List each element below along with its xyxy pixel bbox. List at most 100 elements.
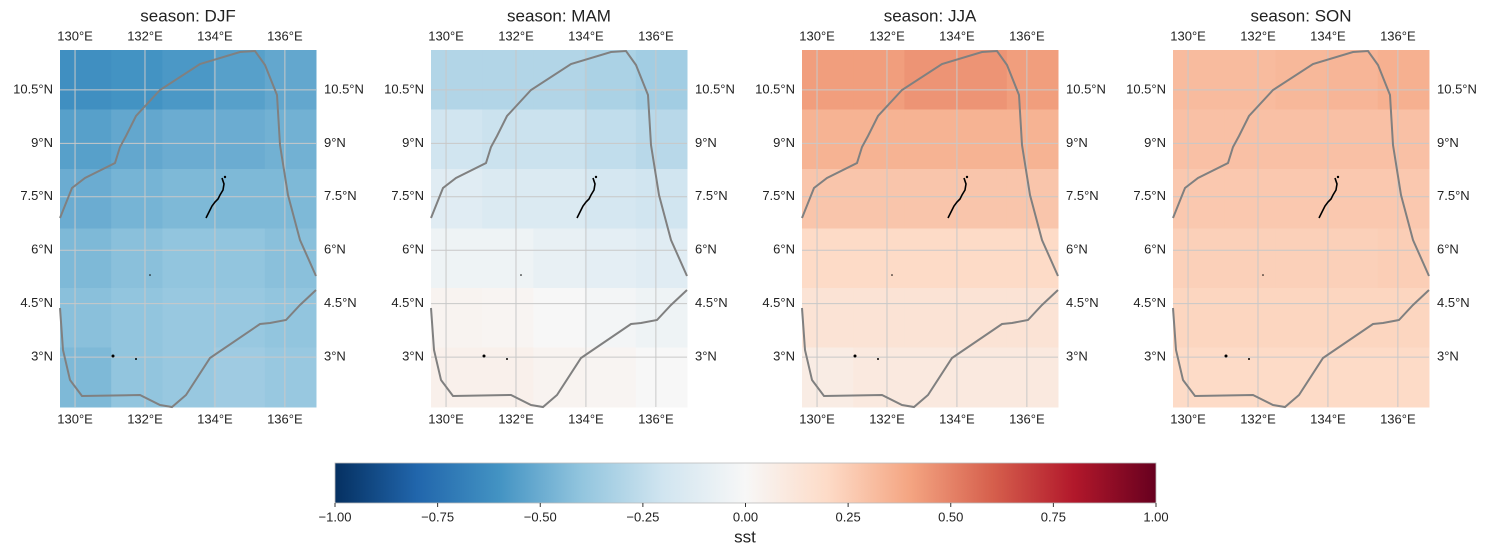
- colorbar-tick-label: 0.25: [835, 509, 860, 524]
- heat-cell: [1006, 50, 1059, 110]
- x-tick-label: 130°E: [57, 28, 93, 43]
- colorbar-tick-label: −0.75: [421, 509, 454, 524]
- heat-cell: [111, 228, 163, 289]
- heat-cell: [111, 347, 163, 408]
- heat-cell: [162, 347, 215, 408]
- x-tick-label: 134°E: [197, 28, 233, 43]
- y-tick-label: 10.5°N: [384, 81, 424, 96]
- y-tick-label: 7.5°N: [391, 188, 424, 203]
- heat-cell: [1224, 169, 1276, 229]
- heat-cell: [904, 169, 957, 229]
- y-tick-label: 9°N: [1437, 135, 1459, 150]
- heat-cell: [1377, 109, 1430, 170]
- y-tick-label: 3°N: [1144, 349, 1166, 364]
- panel-title: season: DJF: [140, 6, 235, 25]
- y-tick-label: 4.5°N: [1437, 295, 1470, 310]
- colorbar-label: sst: [734, 527, 756, 546]
- y-tick-label: 7.5°N: [1437, 188, 1470, 203]
- heat-cell: [584, 228, 637, 289]
- x-tick-label: 130°E: [428, 411, 464, 426]
- y-tick-label: 3°N: [324, 349, 346, 364]
- y-tick-label: 7.5°N: [20, 188, 53, 203]
- heat-cell: [1275, 347, 1328, 408]
- x-tick-label: 136°E: [267, 411, 303, 426]
- y-tick-label: 7.5°N: [324, 188, 357, 203]
- heat-cell: [60, 228, 112, 289]
- colorbar-tick-label: 1.00: [1143, 509, 1168, 524]
- y-tick-label: 10.5°N: [1066, 81, 1106, 96]
- heat-cell: [853, 109, 905, 170]
- x-tick-label: 134°E: [568, 411, 604, 426]
- x-tick-label: 132°E: [127, 28, 163, 43]
- x-tick-label: 136°E: [1009, 28, 1045, 43]
- x-tick-label: 132°E: [1240, 411, 1276, 426]
- x-tick-label: 130°E: [799, 28, 835, 43]
- heat-cell: [533, 347, 586, 408]
- y-tick-label: 7.5°N: [1133, 188, 1166, 203]
- y-tick-label: 7.5°N: [1066, 188, 1099, 203]
- heat-cell: [955, 50, 1008, 110]
- y-tick-label: 3°N: [1066, 349, 1088, 364]
- y-tick-label: 10.5°N: [695, 81, 735, 96]
- x-tick-label: 136°E: [638, 411, 674, 426]
- heat-cell: [111, 288, 163, 348]
- heat-cell: [482, 109, 534, 170]
- heat-cell: [1173, 109, 1225, 170]
- heat-cell: [1224, 109, 1276, 170]
- map-panel: [1172, 50, 1430, 408]
- heat-cell: [584, 169, 637, 229]
- heat-cell: [955, 169, 1008, 229]
- heat-cell: [635, 169, 688, 229]
- y-tick-label: 4.5°N: [20, 295, 53, 310]
- heat-cell: [162, 169, 215, 229]
- x-tick-label: 132°E: [1240, 28, 1276, 43]
- heat-cell: [1275, 228, 1328, 289]
- heat-cell: [802, 50, 854, 110]
- heat-cell: [802, 109, 854, 170]
- heat-cell: [213, 228, 266, 289]
- heat-cell: [1173, 288, 1225, 348]
- heat-cell: [904, 288, 957, 348]
- heat-cell: [213, 169, 266, 229]
- heat-cell: [213, 347, 266, 408]
- x-tick-label: 130°E: [1170, 28, 1206, 43]
- heat-cell: [533, 228, 586, 289]
- y-tick-label: 3°N: [402, 349, 424, 364]
- heat-cell: [1275, 50, 1328, 110]
- heat-cell: [1326, 109, 1379, 170]
- x-tick-label: 136°E: [1380, 28, 1416, 43]
- colorbar-tick-label: −1.00: [319, 509, 352, 524]
- heat-cell: [1326, 50, 1379, 110]
- heat-cell: [1224, 50, 1276, 110]
- panel-title: season: MAM: [507, 6, 611, 25]
- y-tick-label: 6°N: [1437, 242, 1459, 257]
- y-tick-label: 10.5°N: [13, 81, 53, 96]
- heat-cell: [853, 169, 905, 229]
- heat-cell: [533, 288, 586, 348]
- colorbar-tick-label: 0.50: [938, 509, 963, 524]
- heat-cell: [60, 50, 112, 110]
- y-tick-label: 9°N: [1144, 135, 1166, 150]
- heat-cell: [431, 347, 483, 408]
- heat-cell: [482, 169, 534, 229]
- colorbar-tick-label: 0.75: [1041, 509, 1066, 524]
- heat-cell: [635, 109, 688, 170]
- heat-cell: [584, 50, 637, 110]
- colorbar-tick-label: 0.00: [733, 509, 758, 524]
- y-tick-label: 4.5°N: [324, 295, 357, 310]
- heat-cell: [1006, 109, 1059, 170]
- x-tick-label: 136°E: [1009, 411, 1045, 426]
- y-tick-label: 4.5°N: [391, 295, 424, 310]
- heat-cell: [1224, 288, 1276, 348]
- heat-cell: [533, 109, 586, 170]
- heat-cell: [904, 347, 957, 408]
- y-tick-label: 9°N: [324, 135, 346, 150]
- colorbar-tick-label: −0.50: [524, 509, 557, 524]
- heat-cell: [111, 109, 163, 170]
- x-tick-label: 132°E: [127, 411, 163, 426]
- x-tick-label: 132°E: [498, 411, 534, 426]
- x-tick-label: 132°E: [869, 411, 905, 426]
- colorbar-tick-label: −0.25: [626, 509, 659, 524]
- y-tick-label: 4.5°N: [695, 295, 728, 310]
